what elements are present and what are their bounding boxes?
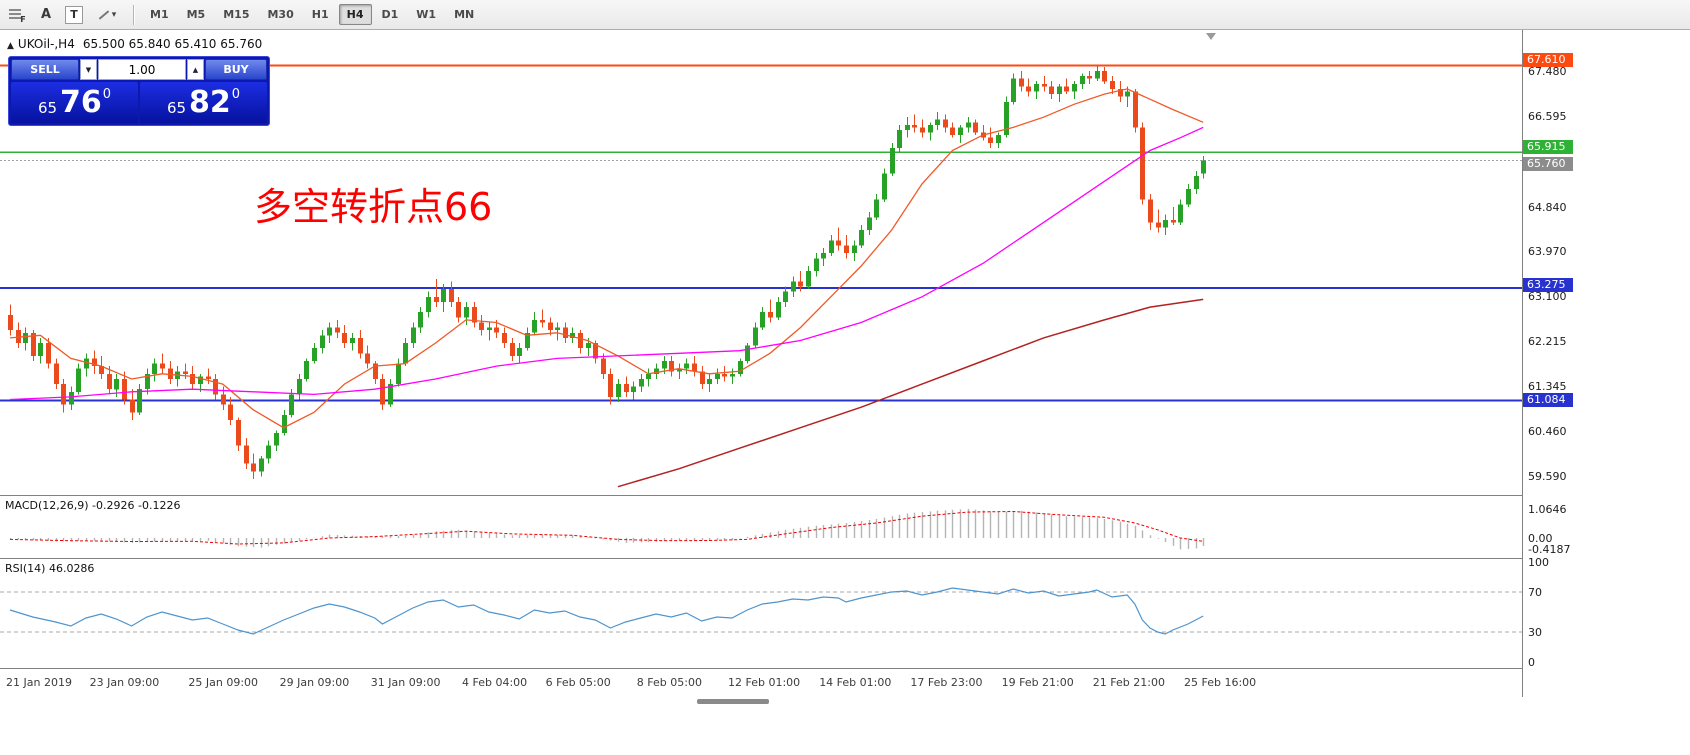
- tf-button-H1[interactable]: H1: [311, 8, 329, 21]
- rsi-axis-label: 100: [1528, 556, 1549, 569]
- macd-axis-label: 1.0646: [1528, 502, 1567, 516]
- time-axis-label: 12 Feb 01:00: [728, 676, 801, 689]
- rsi-axis-label: 70: [1528, 586, 1542, 599]
- chart-shift-marker[interactable]: [1206, 33, 1216, 40]
- time-axis-label: 21 Jan 2019: [6, 676, 72, 689]
- price-axis-tag: 65.915: [1523, 140, 1573, 155]
- time-axis-label: 21 Feb 21:00: [1092, 676, 1165, 689]
- panel-separator[interactable]: [0, 495, 1690, 496]
- toolbar-separator: [133, 4, 134, 25]
- time-axis-label: 31 Jan 09:00: [370, 676, 441, 689]
- price-axis-tag: 63.275: [1523, 277, 1573, 292]
- tf-button-D1[interactable]: D1: [381, 8, 399, 21]
- buy-button[interactable]: BUY: [205, 59, 267, 80]
- time-axis-label: 25 Jan 09:00: [188, 676, 259, 689]
- grid-glyph: [9, 9, 22, 20]
- caret-down-icon: ▾: [111, 9, 117, 20]
- axis-divider: [1522, 30, 1523, 697]
- text-glyph: T: [65, 5, 83, 24]
- timeframe-group: M1 M5 M15 M30 H1 H4 D1 W1 MN: [141, 4, 483, 25]
- chart-title: ▲ UKOil-,H4 65.500 65.840 65.410 65.760: [7, 37, 262, 51]
- price-axis-tag: 65.760: [1523, 157, 1573, 172]
- rsi-axis-label: 30: [1528, 626, 1542, 639]
- price-axis-label: 60.460: [1528, 425, 1567, 439]
- tf-button-H4[interactable]: H4: [338, 4, 372, 25]
- tf-button-M30[interactable]: M30: [267, 8, 294, 21]
- price-axis-label: 63.100: [1528, 289, 1567, 303]
- volume-up-button[interactable]: ▲: [187, 59, 204, 80]
- text-tool-icon[interactable]: T: [62, 4, 86, 26]
- tf-button-M1[interactable]: M1: [150, 8, 169, 21]
- macd-label: MACD(12,26,9) -0.2926 -0.1226: [5, 499, 181, 512]
- tf-button-MN[interactable]: MN: [454, 8, 475, 21]
- price-axis-tag: 67.610: [1523, 53, 1573, 68]
- macd-canvas[interactable]: [0, 496, 1522, 558]
- price-axis-label: 61.345: [1528, 379, 1567, 393]
- rsi-axis-label: 0: [1528, 656, 1535, 669]
- time-axis-label: 25 Feb 16:00: [1184, 676, 1257, 689]
- top-toolbar: F A T ▾ M1 M5 M15 M30 H1 H4 D1 W1 MN: [0, 0, 1690, 30]
- buy-price-sup: 0: [231, 87, 241, 102]
- time-axis-label: 4 Feb 04:00: [462, 676, 528, 689]
- panel-separator[interactable]: [0, 558, 1690, 559]
- volume-down-button[interactable]: ▼: [80, 59, 97, 80]
- time-axis-label: 19 Feb 21:00: [1001, 676, 1074, 689]
- price-chart-canvas[interactable]: [0, 30, 1522, 495]
- one-click-collapse-icon[interactable]: ▲: [7, 41, 14, 51]
- price-axis-column: 67.480 66.595 64.840 63.970 63.100 62.215 61.3…: [1523, 30, 1690, 697]
- shapes-dropdown-icon[interactable]: ▾: [90, 4, 124, 26]
- time-axis-label: 29 Jan 09:00: [279, 676, 350, 689]
- sell-price-pips: 76: [60, 84, 102, 120]
- price-axis-label: 64.840: [1528, 200, 1567, 214]
- chart-annotation-text[interactable]: 多空转折点66: [254, 185, 493, 229]
- h-scrollbar-thumb[interactable]: [697, 699, 769, 704]
- macd-axis-label: -0.4187: [1528, 543, 1571, 557]
- price-axis-label: 67.480: [1528, 65, 1567, 78]
- symbols-grid-icon[interactable]: F: [6, 4, 30, 26]
- macd-panel: MACD(12,26,9) -0.2926 -0.1226: [0, 496, 1522, 558]
- time-axis-label: 6 Feb 05:00: [545, 676, 611, 689]
- one-click-trade-panel: SELL ▼ 1.00 ▲ BUY 65 76 0 65 82 0: [8, 56, 270, 126]
- price-axis-label: 66.595: [1528, 110, 1567, 124]
- buy-price-display[interactable]: 65 82 0: [140, 82, 267, 123]
- cursor-tool-icon[interactable]: A: [40, 7, 52, 22]
- symbol-timeframe-label: UKOil-,H4: [17, 37, 75, 51]
- sell-price-display[interactable]: 65 76 0: [11, 82, 138, 123]
- panel-separator: [0, 668, 1690, 669]
- buy-price-pips: 82: [189, 84, 231, 120]
- volume-input[interactable]: 1.00: [98, 59, 186, 80]
- price-axis-label: 62.215: [1528, 335, 1567, 349]
- time-axis-label: 8 Feb 05:00: [636, 676, 702, 689]
- price-axis-label: 59.590: [1528, 470, 1567, 483]
- ohlc-values: 65.500 65.840 65.410 65.760: [82, 37, 263, 51]
- time-axis-label: 17 Feb 23:00: [910, 676, 983, 689]
- sell-price-sup: 0: [102, 87, 112, 102]
- trendline-glyph: [98, 9, 109, 20]
- price-axis-label: 63.970: [1528, 245, 1567, 259]
- sell-button[interactable]: SELL: [11, 59, 79, 80]
- macd-axis-label: 0.00: [1528, 532, 1553, 545]
- grid-sub-label: F: [20, 15, 26, 24]
- rsi-canvas[interactable]: [0, 559, 1522, 668]
- rsi-panel: RSI(14) 46.0286: [0, 559, 1522, 668]
- buy-price-int: 65: [166, 98, 187, 117]
- time-axis-label: 14 Feb 01:00: [819, 676, 892, 689]
- rsi-label: RSI(14) 46.0286: [5, 562, 95, 575]
- time-axis: 21 Jan 2019 23 Jan 09:00 25 Jan 09:00 29 Ja…: [0, 669, 1522, 697]
- sell-price-int: 65: [37, 98, 58, 117]
- tf-button-M5[interactable]: M5: [186, 8, 206, 21]
- time-axis-label: 23 Jan 09:00: [89, 676, 160, 689]
- price-axis-tag: 61.084: [1523, 393, 1573, 408]
- main-chart[interactable]: ▲ UKOil-,H4 65.500 65.840 65.410 65.760 SE…: [0, 30, 1522, 495]
- tf-button-W1[interactable]: W1: [416, 8, 437, 21]
- tf-button-M15[interactable]: M15: [223, 8, 250, 21]
